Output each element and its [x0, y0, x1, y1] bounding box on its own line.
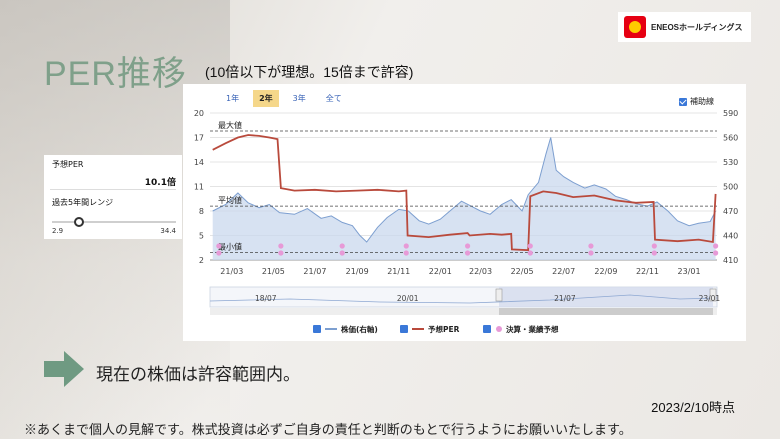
- aux-line-label: 補助線: [690, 97, 714, 106]
- legend-label: 株価(右軸): [341, 324, 378, 334]
- earnings-marker: [588, 250, 594, 256]
- navigator-line: [209, 294, 718, 304]
- legend-label: 決算・業績予想: [506, 324, 559, 334]
- earnings-marker: [527, 243, 533, 249]
- x-tick-label: 22/05: [511, 267, 534, 276]
- navigator-handle-right: [709, 288, 717, 302]
- legend-checkbox-icon: [313, 325, 321, 333]
- period-tabs: 1年 2年 3年 全て: [220, 90, 348, 107]
- legend-checkbox-icon: [483, 325, 491, 333]
- reference-label: 最小値: [218, 242, 242, 252]
- earnings-marker: [713, 243, 719, 249]
- x-tick-label: 21/03: [220, 267, 243, 276]
- forecast-per-value: 10.1倍: [144, 178, 176, 188]
- per-summary-panel: 予想PER 10.1倍 過去5年間レンジ 2.9 34.4: [44, 155, 182, 239]
- chart-panel: 1年 2年 3年 全て 補助線 2 5 8 11 14 17 20 410 440 470 500 530 5…: [183, 84, 746, 341]
- earnings-marker: [651, 250, 657, 256]
- y-right-tick-label: 590: [723, 109, 738, 118]
- earnings-marker: [403, 250, 409, 256]
- navigator-label: 21/07: [554, 294, 576, 303]
- y-left-tick-label: 8: [199, 207, 204, 216]
- price-area: [212, 137, 716, 260]
- y-left-tick-label: 11: [194, 183, 204, 192]
- as-of-date: 2023/2/10時点: [651, 400, 735, 415]
- arrow-right-icon: [44, 351, 84, 387]
- logo-text: ENEOSホールディングス: [651, 22, 743, 32]
- x-tick-label: 22/07: [552, 267, 575, 276]
- earnings-marker: [464, 250, 471, 256]
- company-logo: ENEOSホールディングス: [618, 12, 751, 42]
- earnings-marker: [216, 250, 222, 256]
- y-right-tick-label: 410: [723, 256, 738, 265]
- divider: [50, 189, 176, 190]
- navigator-scrollbar: [210, 308, 717, 315]
- legend-symbol: [496, 326, 502, 332]
- earnings-marker: [713, 250, 719, 256]
- range-track: [52, 221, 176, 223]
- tab-period-3[interactable]: 全て: [325, 94, 342, 103]
- y-left-tick-label: 14: [194, 158, 204, 167]
- aux-line-toggle[interactable]: 補助線: [679, 96, 714, 107]
- navigator-label: 23/01: [699, 294, 721, 303]
- earnings-marker: [339, 250, 345, 256]
- earnings-marker: [651, 243, 657, 249]
- y-right-tick-label: 560: [723, 134, 738, 143]
- y-left-tick-label: 17: [194, 134, 204, 143]
- disclaimer: ※あくまで個人の見解です。株式投資は必ずご自身の責任と判断のもとで行うようにお願…: [24, 422, 632, 437]
- y-right-tick-label: 500: [723, 183, 738, 192]
- page-title: PER推移: [44, 55, 187, 93]
- forecast-per-label: 予想PER: [52, 160, 84, 169]
- reference-label: 最大値: [218, 120, 242, 130]
- x-tick-label: 21/11: [387, 267, 410, 276]
- navigator-selection: [498, 287, 713, 307]
- y-left-tick-label: 5: [199, 232, 204, 241]
- y-right-tick-label: 530: [723, 158, 738, 167]
- conclusion-message: 現在の株価は許容範囲内。: [96, 365, 300, 384]
- y-left-tick-label: 2: [199, 256, 204, 265]
- y-right-tick-label: 470: [723, 207, 738, 216]
- earnings-marker: [216, 243, 222, 249]
- x-tick-label: 23/01: [678, 267, 701, 276]
- earnings-marker: [403, 243, 409, 249]
- eneos-emblem-icon: [624, 16, 646, 38]
- legend-checkbox-icon: [400, 325, 408, 333]
- x-tick-label: 22/03: [469, 267, 492, 276]
- x-tick-label: 21/09: [346, 267, 369, 276]
- legend-label: 予想PER: [428, 324, 460, 334]
- y-right-tick-label: 440: [723, 232, 738, 241]
- checkbox-icon: [679, 97, 687, 106]
- range-max: 34.4: [160, 227, 176, 235]
- per-line: [212, 134, 717, 252]
- range-marker: [74, 217, 85, 227]
- x-tick-label: 22/09: [594, 267, 617, 276]
- range-min: 2.9: [52, 227, 64, 235]
- x-tick-label: 22/11: [636, 267, 659, 276]
- earnings-marker: [278, 243, 284, 249]
- earnings-marker: [527, 250, 533, 256]
- tab-period-1[interactable]: 2年: [253, 90, 279, 107]
- earnings-marker: [278, 250, 284, 256]
- tab-period-2[interactable]: 3年: [292, 94, 306, 103]
- navigator-label: 18/07: [255, 294, 277, 303]
- range-label: 過去5年間レンジ: [52, 198, 114, 207]
- tab-period-0[interactable]: 1年: [226, 94, 240, 103]
- navigator-handle-left: [495, 288, 503, 302]
- reference-label: 平均値: [218, 195, 242, 205]
- y-left-tick-label: 20: [194, 109, 204, 118]
- navigator-scrollbar-thumb: [498, 308, 713, 315]
- earnings-marker: [588, 243, 594, 249]
- earnings-marker: [339, 243, 345, 249]
- x-tick-label: 21/07: [303, 267, 326, 276]
- navigator-label: 20/01: [397, 294, 419, 303]
- per-chart: 2 5 8 11 14 17 20 410 440 470 500 530 560 590 最大値平均値最小…: [194, 109, 738, 334]
- earnings-marker: [464, 243, 471, 249]
- x-tick-label: 22/01: [429, 267, 452, 276]
- page-subtitle: (10倍以下が理想。15倍まで許容): [205, 64, 414, 80]
- x-tick-label: 21/05: [262, 267, 285, 276]
